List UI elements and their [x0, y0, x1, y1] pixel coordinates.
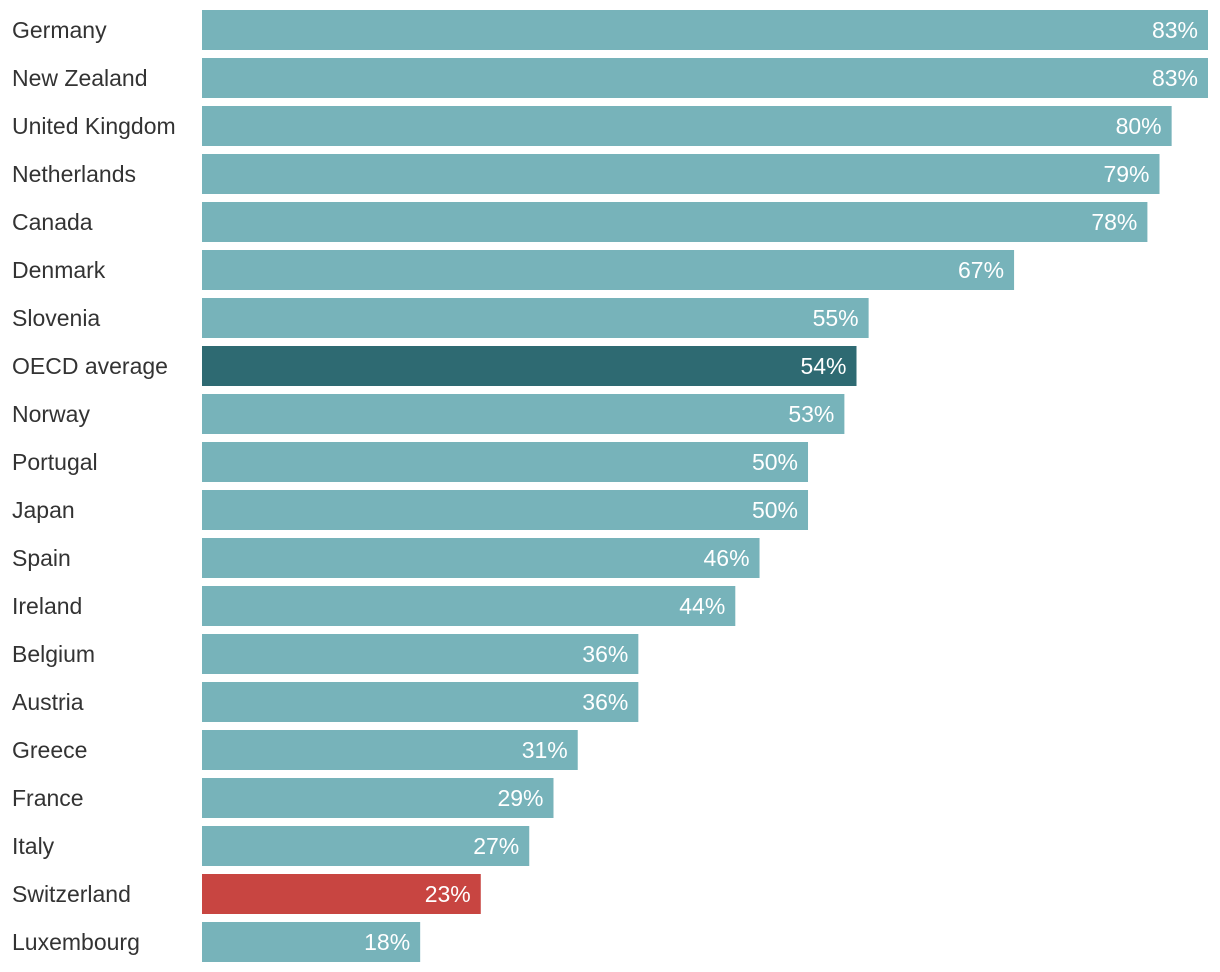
category-label-slovenia: Slovenia	[12, 305, 100, 331]
bar-norway	[202, 394, 845, 434]
bar-denmark	[202, 250, 1015, 290]
value-label-austria: 36%	[582, 689, 628, 715]
value-label-slovenia: 55%	[813, 305, 859, 331]
bar-netherlands	[202, 154, 1160, 194]
bar-new-zealand	[202, 58, 1208, 98]
category-label-oecd-average: OECD average	[12, 353, 168, 379]
category-label-ireland: Ireland	[12, 593, 82, 619]
value-label-portugal: 50%	[752, 449, 798, 475]
category-label-denmark: Denmark	[12, 257, 106, 283]
bar-japan	[202, 490, 809, 530]
category-label-spain: Spain	[12, 545, 71, 571]
value-label-united-kingdom: 80%	[1116, 113, 1162, 139]
bar-oecd-average	[202, 346, 857, 386]
bar-slovenia	[202, 298, 869, 338]
category-label-japan: Japan	[12, 497, 75, 523]
value-label-oecd-average: 54%	[800, 353, 846, 379]
bar-belgium	[202, 634, 639, 674]
value-label-italy: 27%	[473, 833, 519, 859]
category-label-portugal: Portugal	[12, 449, 98, 475]
category-label-netherlands: Netherlands	[12, 161, 136, 187]
value-label-canada: 78%	[1091, 209, 1137, 235]
category-label-italy: Italy	[12, 833, 55, 859]
bar-spain	[202, 538, 760, 578]
category-label-greece: Greece	[12, 737, 87, 763]
bar-switzerland	[202, 874, 481, 914]
bar-germany	[202, 10, 1208, 50]
category-label-norway: Norway	[12, 401, 90, 427]
bar-austria	[202, 682, 639, 722]
value-label-ireland: 44%	[679, 593, 725, 619]
value-label-new-zealand: 83%	[1152, 65, 1198, 91]
category-label-belgium: Belgium	[12, 641, 95, 667]
category-label-luxembourg: Luxembourg	[12, 929, 140, 955]
category-label-france: France	[12, 785, 84, 811]
value-label-switzerland: 23%	[425, 881, 471, 907]
value-label-belgium: 36%	[582, 641, 628, 667]
bar-greece	[202, 730, 578, 770]
category-label-germany: Germany	[12, 17, 107, 43]
category-label-united-kingdom: United Kingdom	[12, 113, 176, 139]
bar-portugal	[202, 442, 809, 482]
value-label-luxembourg: 18%	[364, 929, 410, 955]
value-label-germany: 83%	[1152, 17, 1198, 43]
category-label-austria: Austria	[12, 689, 84, 715]
value-label-denmark: 67%	[958, 257, 1004, 283]
bar-united-kingdom	[202, 106, 1172, 146]
value-label-france: 29%	[497, 785, 543, 811]
category-label-new-zealand: New Zealand	[12, 65, 148, 91]
bar-italy	[202, 826, 530, 866]
value-label-netherlands: 79%	[1103, 161, 1149, 187]
category-label-canada: Canada	[12, 209, 93, 235]
bar-luxembourg	[202, 922, 421, 962]
category-label-switzerland: Switzerland	[12, 881, 131, 907]
bar-france	[202, 778, 554, 818]
value-label-japan: 50%	[752, 497, 798, 523]
value-label-greece: 31%	[522, 737, 568, 763]
bar-ireland	[202, 586, 736, 626]
value-label-spain: 46%	[703, 545, 749, 571]
bar-canada	[202, 202, 1148, 242]
value-label-norway: 53%	[788, 401, 834, 427]
